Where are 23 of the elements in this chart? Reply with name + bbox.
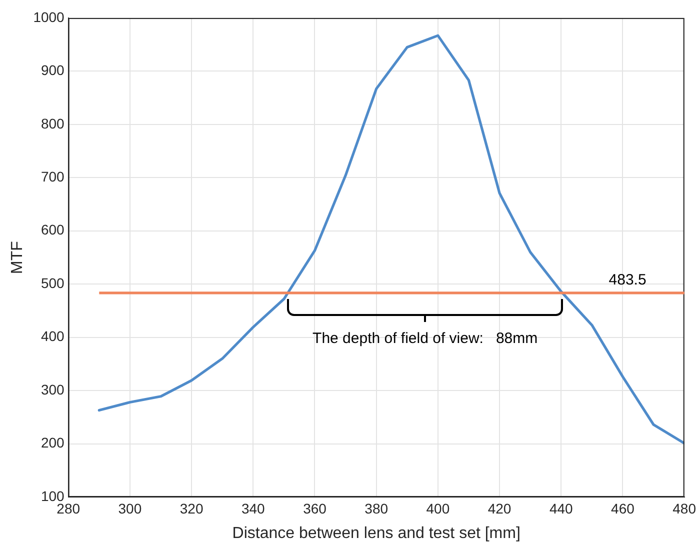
annotation: The depth of field of view: 88mm [312,330,538,348]
x-tick-label: 340 [241,500,266,516]
y-tick-label: 700 [40,168,65,185]
x-tick-label: 460 [611,500,635,516]
y-tick-label: 800 [40,115,65,132]
ref-line-label: 483.5 [608,272,646,289]
x-tick-label: 400 [426,500,450,516]
y-tick-label: 600 [40,222,65,238]
y-axis-title: MTF [9,240,26,274]
x-axis-title: Distance between lens and test set [mm] [232,524,520,542]
x-tick-label: 320 [180,500,204,516]
x-tick-label: 440 [549,500,574,516]
y-tick-label: 400 [40,328,65,344]
y-tick-label: 900 [40,62,65,78]
y-tick-label: 500 [40,274,65,291]
x-tick-label: 420 [488,500,512,516]
x-tick-label: 300 [118,500,142,516]
x-tick-label: 380 [364,500,388,516]
y-tick-label: 1000 [33,8,65,25]
y-tick-label: 200 [40,434,65,451]
x-tick-label: 480 [672,500,696,516]
y-tick-label: 300 [40,381,65,398]
x-tick-label: 360 [303,500,327,516]
